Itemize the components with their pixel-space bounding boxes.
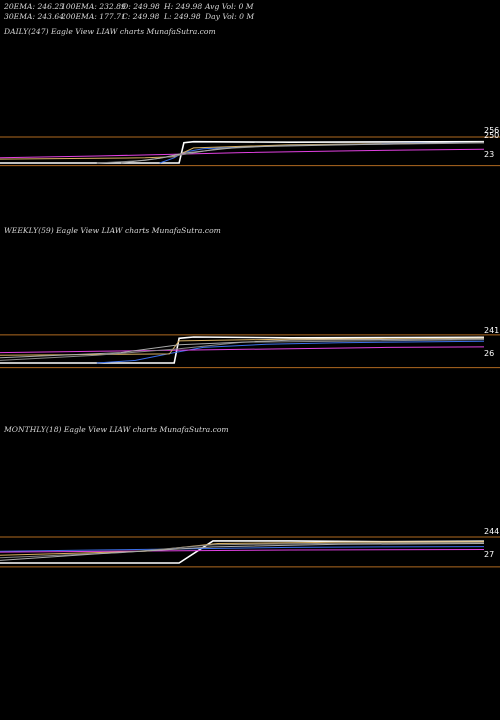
daily-ytick-label: 256 xyxy=(484,126,499,135)
weekly-price-line xyxy=(0,336,485,364)
ema200-value: 200EMA: 177.71 xyxy=(61,12,126,21)
stats-row-1: 20EMA: 246.25 100EMA: 232.89 O: 249.98 H… xyxy=(4,2,496,12)
weekly-ema-gray-line xyxy=(0,339,485,361)
ema30-value: 30EMA: 243.64 xyxy=(4,12,65,21)
weekly-ema-blue-line xyxy=(96,340,485,364)
monthly-ema-silver-line xyxy=(0,543,485,561)
stats-header: 20EMA: 246.25 100EMA: 232.89 O: 249.98 H… xyxy=(4,2,496,22)
daily-ytick-label: 23 xyxy=(484,150,494,159)
monthly-panel-label: MONTHLY(18) Eagle View LIAW charts Munaf… xyxy=(4,425,229,434)
monthly-ema-magenta-line xyxy=(0,549,485,553)
daily-panel-label: DAILY(247) Eagle View LIAW charts Munafa… xyxy=(4,27,216,36)
low-value: L: 249.98 xyxy=(164,12,201,21)
weekly-ema-silver-line xyxy=(0,338,485,359)
open-value: O: 249.98 xyxy=(122,2,160,11)
daily-ema-magenta-line xyxy=(0,148,485,159)
close-value: C: 249.98 xyxy=(122,12,160,21)
weekly-panel-label: WEEKLY(59) Eagle View LIAW charts Munafa… xyxy=(4,226,221,235)
weekly-ytick-label: 241 xyxy=(484,326,499,335)
day-vol-value: Day Vol: 0 M xyxy=(205,12,255,21)
stats-row-2: 30EMA: 243.64 200EMA: 177.71 C: 249.98 L… xyxy=(4,12,496,22)
high-value: H: 249.98 xyxy=(164,2,203,11)
ema20-value: 20EMA: 246.25 xyxy=(4,2,65,11)
ema100-value: 100EMA: 232.89 xyxy=(61,2,126,11)
monthly-ema-gray-line xyxy=(0,542,485,559)
monthly-ema-gold-line xyxy=(0,541,485,556)
weekly-ema-magenta-line xyxy=(0,346,485,354)
monthly-ytick-label: 27 xyxy=(484,550,494,559)
weekly-ytick-label: 26 xyxy=(484,349,494,358)
monthly-ema-blue-line xyxy=(0,546,485,552)
daily-price-line xyxy=(0,140,485,164)
avg-vol-value: Avg Vol: 0 M xyxy=(205,2,254,11)
daily-ema-silver-line xyxy=(120,141,485,164)
daily-ytick-label: 250 xyxy=(484,131,499,140)
monthly-ytick-label: 244 xyxy=(484,527,499,536)
